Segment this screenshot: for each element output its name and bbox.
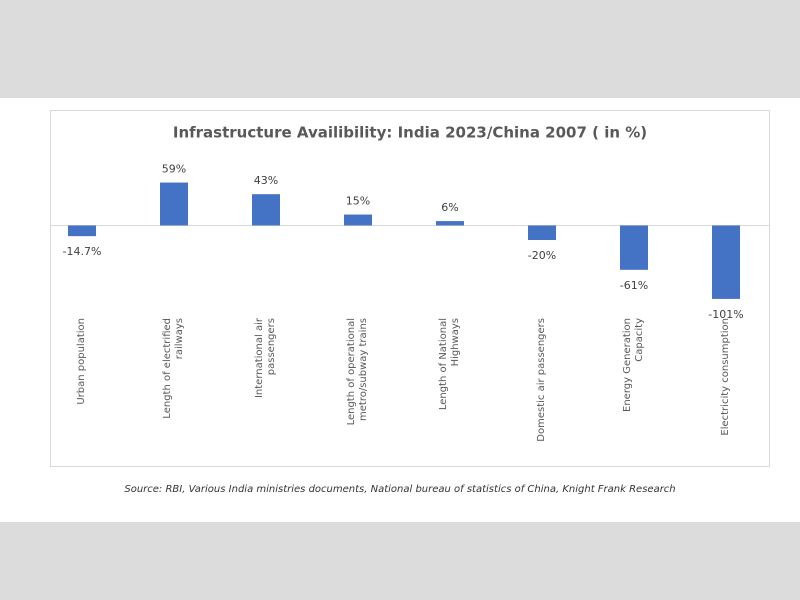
value-label: -101%	[708, 308, 743, 321]
x-tick-label: Urban population	[76, 318, 87, 405]
chart-title: Infrastructure Availibility: India 2023/…	[173, 124, 647, 142]
chart-frame	[50, 110, 770, 467]
value-label: -20%	[528, 249, 556, 262]
value-label: 15%	[346, 195, 370, 208]
content-band	[0, 98, 800, 522]
x-tick-label: Length of National Highways	[438, 318, 461, 411]
x-tick-label: Energy Generation Capacity	[622, 318, 645, 412]
x-tick-label: Electricity consumption	[720, 318, 731, 436]
value-label: -14.7%	[63, 245, 102, 258]
bar	[436, 221, 464, 226]
x-tick-label: International air passengers	[254, 318, 277, 399]
bar	[620, 225, 648, 270]
value-label: 43%	[254, 174, 278, 187]
source-note: Source: RBI, Various India ministries do…	[124, 484, 676, 495]
bar	[68, 225, 96, 237]
bar	[160, 182, 188, 226]
x-tick-label: Length of operational metro/subway train…	[346, 318, 369, 426]
bar	[252, 194, 280, 226]
x-tick-label: Domestic air passengers	[536, 318, 547, 442]
value-label: -61%	[620, 279, 648, 292]
bar	[712, 225, 740, 299]
x-tick-label: Length of electrified railways	[162, 318, 185, 419]
bar	[344, 214, 372, 226]
value-label: 59%	[162, 163, 186, 176]
value-label: 6%	[441, 201, 458, 214]
bar	[528, 225, 556, 240]
